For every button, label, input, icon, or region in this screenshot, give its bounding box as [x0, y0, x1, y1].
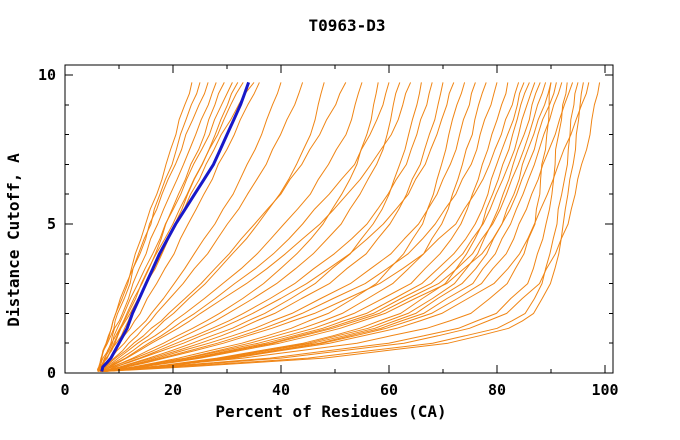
prediction-model-curve — [99, 82, 325, 372]
prediction-model-curve — [102, 82, 455, 372]
prediction-model-curve — [100, 82, 363, 372]
prediction-model-curve — [102, 82, 509, 372]
prediction-model-curve — [100, 82, 552, 372]
prediction-model-curve — [102, 82, 520, 372]
tick-layer — [64, 65, 613, 374]
x-tick-label: 80 — [488, 381, 506, 399]
prediction-model-curve — [99, 82, 347, 372]
chart-title: T0963-D3 — [308, 16, 385, 35]
prediction-model-curve — [97, 82, 209, 372]
prediction-model-curve — [102, 82, 601, 372]
prediction-model-curve — [102, 82, 498, 372]
x-tick-label: 0 — [60, 381, 69, 399]
prediction-model-curve — [100, 82, 579, 372]
x-tick-label: 100 — [591, 381, 618, 399]
prediction-model-curve — [100, 82, 390, 372]
prediction-model-curve — [102, 82, 557, 372]
prediction-model-curve — [101, 82, 444, 372]
prediction-model-curve — [102, 82, 487, 372]
x-tick-label: 60 — [380, 381, 398, 399]
prediction-model-curve — [100, 82, 401, 372]
plot-border — [64, 64, 614, 374]
prediction-model-curve — [102, 82, 547, 372]
tick-label-layer: 0 20 40 60 80 100 0 5 10 — [38, 66, 619, 399]
prediction-model-curve — [98, 82, 239, 372]
prediction-model-curve — [102, 82, 466, 372]
prediction-model-curve — [99, 82, 304, 372]
prediction-model-curve — [101, 82, 433, 372]
prediction-model-curve — [101, 82, 422, 372]
x-axis-label: Percent of Residues (CA) — [215, 402, 446, 421]
prediction-model-curve — [101, 82, 412, 372]
prediction-model-curve — [102, 82, 574, 372]
prediction-model-curve — [100, 82, 568, 372]
prediction-model-curve — [102, 82, 552, 372]
prediction-model-curve — [102, 82, 525, 372]
y-tick-label: 10 — [38, 66, 56, 84]
prediction-model-curve — [98, 82, 255, 372]
y-tick-label: 5 — [47, 215, 56, 233]
prediction-model-curve — [102, 82, 590, 372]
prediction-model-curve — [102, 82, 584, 372]
prediction-model-curve — [97, 82, 244, 372]
highlighted-model-curve — [100, 81, 251, 372]
x-tick-label: 40 — [272, 381, 290, 399]
y-axis-label: Distance Cutoff, A — [4, 153, 23, 327]
prediction-model-curve — [97, 82, 217, 372]
curve-layer — [97, 81, 601, 372]
x-tick-label: 20 — [164, 381, 182, 399]
y-tick-label: 0 — [47, 364, 56, 382]
prediction-model-curve — [102, 82, 476, 372]
prediction-model-curve — [99, 82, 260, 372]
prediction-model-curve — [100, 82, 379, 372]
prediction-model-curve — [102, 82, 563, 372]
